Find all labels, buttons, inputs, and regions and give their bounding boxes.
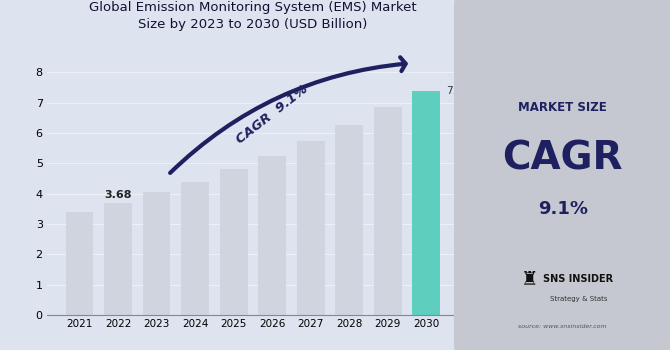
Text: ♜: ♜ (521, 270, 539, 289)
Bar (182, 182, 209, 315)
Text: MARKET SIZE: MARKET SIZE (519, 101, 607, 114)
Bar (413, 91, 440, 315)
Text: SNS INSIDER: SNS INSIDER (543, 274, 614, 284)
Bar (336, 125, 363, 315)
Text: CAGR: CAGR (502, 139, 623, 177)
Bar (104, 203, 132, 315)
FancyBboxPatch shape (454, 0, 670, 350)
Text: 7.40(BN): 7.40(BN) (446, 85, 492, 96)
Bar (297, 141, 324, 315)
Text: 9.1%: 9.1% (538, 199, 588, 218)
Text: Strategy & Stats: Strategy & Stats (549, 296, 607, 302)
Bar (259, 156, 286, 315)
Text: 3.68: 3.68 (105, 190, 132, 200)
Bar (66, 212, 93, 315)
Text: CAGR  9.1%: CAGR 9.1% (234, 83, 310, 147)
Bar (374, 107, 402, 315)
Bar (143, 192, 170, 315)
Bar (220, 169, 247, 315)
Text: source: www.snsinsider.com: source: www.snsinsider.com (519, 324, 607, 329)
Title: Global Emission Monitoring System (EMS) Market
Size by 2023 to 2030 (USD Billion: Global Emission Monitoring System (EMS) … (89, 1, 417, 31)
